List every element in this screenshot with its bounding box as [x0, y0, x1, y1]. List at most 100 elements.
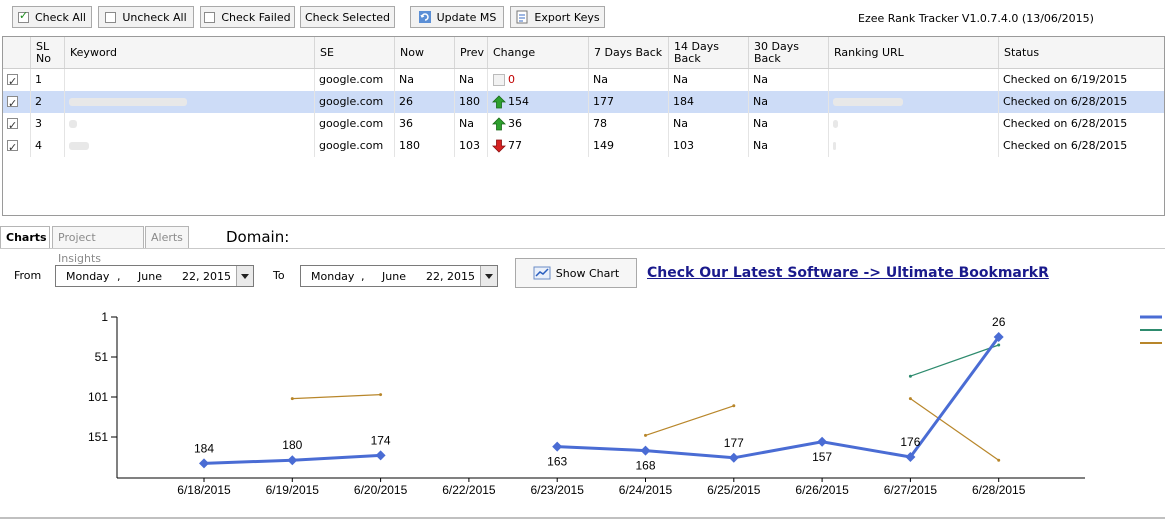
from-date-picker[interactable]: Monday , June 22, 2015	[55, 265, 254, 287]
from-date: 22, 2015	[182, 270, 231, 283]
promo-link[interactable]: Check Our Latest Software -> Ultimate Bo…	[647, 265, 1049, 281]
cell-d30: Na	[749, 135, 829, 157]
cell-check[interactable]	[3, 135, 31, 157]
redacted-keyword	[69, 120, 77, 128]
x-tick-label: 6/26/2015	[795, 483, 849, 497]
x-tick-label: 6/20/2015	[354, 483, 408, 497]
check-selected-button[interactable]: Check Selected	[300, 6, 395, 28]
export-icon	[516, 10, 528, 24]
cell-check[interactable]	[3, 113, 31, 135]
tab-charts[interactable]: Charts	[0, 226, 50, 248]
refresh-icon	[418, 11, 431, 23]
change-value: 77	[508, 139, 522, 152]
row-checkbox[interactable]	[7, 137, 18, 157]
series-line	[910, 398, 1000, 461]
row-checkbox[interactable]	[7, 93, 18, 113]
chevron-down-icon[interactable]	[480, 266, 497, 286]
header-sl[interactable]: SL No	[31, 37, 65, 68]
header-ranking-url[interactable]: Ranking URL	[829, 37, 999, 68]
header-7days[interactable]: 7 Days Back	[589, 37, 669, 68]
data-label: 157	[812, 450, 832, 464]
check-all-button[interactable]: Check All	[12, 6, 92, 28]
x-tick-label: 6/27/2015	[884, 483, 938, 497]
chevron-down-icon[interactable]	[236, 266, 253, 286]
arrow-up-icon	[492, 95, 506, 109]
cell-change: 154	[488, 91, 589, 113]
data-point	[290, 397, 294, 401]
cell-now: 26	[395, 91, 455, 113]
y-tick-label: 151	[88, 430, 108, 444]
header-now[interactable]: Now	[395, 37, 455, 68]
cell-url	[829, 91, 999, 113]
show-chart-label: Show Chart	[555, 266, 620, 280]
x-tick-label: 6/22/2015	[442, 483, 496, 497]
update-ms-button[interactable]: Update MS	[410, 6, 504, 28]
cell-check[interactable]	[3, 91, 31, 113]
cell-status: Checked on 6/28/2015	[999, 135, 1165, 157]
cell-prev: 103	[455, 135, 488, 157]
data-point	[640, 445, 651, 456]
header-prev[interactable]: Prev	[455, 37, 488, 68]
data-point	[993, 332, 1004, 342]
check-failed-button[interactable]: Check Failed	[200, 6, 295, 28]
keyword-grid[interactable]: SL No Keyword SE Now Prev Change 7 Days …	[2, 36, 1165, 216]
cell-d30: Na	[749, 113, 829, 135]
cell-url	[829, 69, 999, 91]
chart-icon	[533, 266, 551, 280]
cell-se: google.com	[315, 69, 395, 91]
arrow-down-icon	[492, 139, 506, 153]
cell-d14: Na	[669, 69, 749, 91]
cell-prev: 180	[455, 91, 488, 113]
from-month: June	[138, 270, 162, 283]
no-change-icon	[493, 74, 505, 86]
cell-change: 0	[488, 69, 589, 91]
cell-sl: 4	[31, 135, 65, 157]
domain-label: Domain:	[226, 228, 290, 246]
data-label: 168	[635, 459, 655, 473]
tab-project-insights[interactable]: Project Insights	[52, 226, 144, 265]
header-14days[interactable]: 14 Days Back	[669, 37, 749, 68]
cell-d14: Na	[669, 113, 749, 135]
redacted-url	[833, 98, 903, 106]
cell-change: 77	[488, 135, 589, 157]
header-se[interactable]: SE	[315, 37, 395, 68]
cell-check[interactable]	[3, 69, 31, 91]
data-point	[817, 436, 828, 447]
uncheck-all-button[interactable]: Uncheck All	[98, 6, 194, 28]
to-month: June	[382, 270, 406, 283]
export-keys-button[interactable]: Export Keys	[510, 6, 605, 28]
from-label: From	[14, 269, 42, 282]
to-date: 22, 2015	[426, 270, 475, 283]
series-line	[645, 405, 734, 436]
cell-d7: 177	[589, 91, 669, 113]
change-value: 36	[508, 117, 522, 130]
data-point	[908, 397, 912, 401]
cell-status: Checked on 6/28/2015	[999, 91, 1165, 113]
to-day: Monday	[311, 270, 355, 283]
to-date-picker[interactable]: Monday , June 22, 2015	[300, 265, 498, 287]
check-selected-label: Check Selected	[304, 10, 391, 24]
from-day: Monday	[66, 270, 110, 283]
header-keyword[interactable]: Keyword	[65, 37, 315, 68]
data-point	[908, 374, 912, 378]
tab-alerts[interactable]: Alerts	[145, 226, 189, 248]
header-change[interactable]: Change	[488, 37, 589, 68]
row-checkbox[interactable]	[7, 115, 18, 135]
change-value: 0	[508, 73, 515, 86]
header-status[interactable]: Status	[1004, 45, 1040, 59]
data-point	[997, 343, 1001, 347]
cell-d7: 78	[589, 113, 669, 135]
show-chart-button[interactable]: Show Chart	[515, 258, 637, 288]
row-checkbox[interactable]	[7, 71, 18, 91]
header-30days[interactable]: 30 Days Back	[749, 37, 829, 68]
cell-d30: Na	[749, 69, 829, 91]
grid-header: SL No Keyword SE Now Prev Change 7 Days …	[3, 37, 1164, 69]
data-label: 180	[282, 438, 302, 452]
data-point	[732, 404, 736, 408]
data-label: 176	[900, 435, 920, 449]
